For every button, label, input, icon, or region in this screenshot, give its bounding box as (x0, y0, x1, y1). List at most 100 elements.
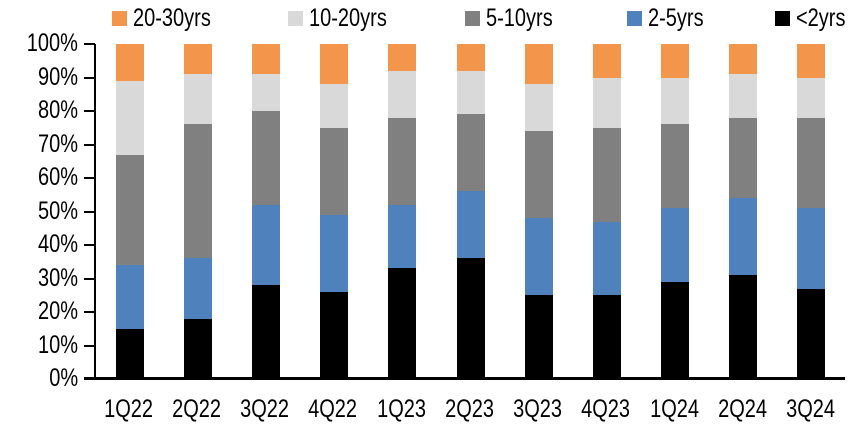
x-axis-label-2q22: 2Q22 (162, 395, 230, 425)
y-axis-tick-label-text: 70% (37, 129, 78, 158)
bar-segment--2yrs (592, 295, 621, 379)
x-axis-label-4q23: 4Q23 (572, 395, 640, 425)
bar-slot-2q23 (436, 44, 504, 379)
bar-slot-2q24 (709, 44, 777, 379)
bar-segment-2-5yrs (116, 265, 145, 329)
x-axis-label-text: 4Q22 (308, 395, 358, 423)
legend-swatch-icon (626, 10, 642, 26)
y-axis-tick (84, 210, 95, 213)
bar-segment-10-20yrs (252, 74, 281, 112)
y-axis-tick-label-text: 40% (37, 230, 78, 258)
bar-segment--2yrs (116, 328, 145, 379)
bar-segment-10-20yrs (456, 70, 485, 115)
bar-4q23 (592, 44, 621, 379)
bar-slot-2q22 (164, 44, 232, 379)
legend-swatch-icon (775, 10, 791, 26)
bar-segment-2-5yrs (796, 208, 825, 289)
legend-label: 10-20yrs (309, 4, 388, 32)
bar-slot-1q24 (641, 44, 709, 379)
y-axis-tick-label-text: 0% (49, 364, 78, 392)
bar-segment-20-30yrs (796, 44, 825, 78)
bar-slot-1q22 (96, 44, 164, 379)
y-axis-tick-label: 90% (0, 64, 78, 90)
bar-segment-5-10yrs (116, 154, 145, 266)
x-axis-label-text: 4Q23 (581, 395, 631, 423)
bar-segment-2-5yrs (252, 204, 281, 286)
bar-segment-5-10yrs (592, 127, 621, 222)
bar-segment-2-5yrs (388, 204, 417, 269)
x-axis-label-1q24: 1Q24 (640, 395, 708, 425)
bar-segment-10-20yrs (796, 77, 825, 118)
y-axis-tick (84, 177, 95, 179)
bar-segment-2-5yrs (184, 258, 213, 319)
bar-segment-20-30yrs (388, 44, 417, 71)
bar-segment--2yrs (524, 295, 553, 379)
bar-segment--2yrs (252, 285, 281, 379)
x-axis-label-text: 3Q22 (240, 395, 290, 423)
x-axis-label-text: 2Q23 (444, 395, 494, 423)
y-axis-tick-label-text: 30% (37, 263, 78, 292)
y-axis-tick-label-text: 100% (26, 29, 78, 57)
plot-area (94, 44, 845, 379)
y-axis-tick (84, 244, 95, 246)
bar-segment-10-20yrs (388, 70, 417, 118)
bar-slot-4q22 (300, 44, 368, 379)
x-axis-label-3q24: 3Q24 (777, 395, 845, 425)
bar-segment-10-20yrs (116, 80, 145, 155)
legend-item-20-30yrs: 20-30yrs (112, 5, 230, 31)
x-axis-label-4q22: 4Q22 (299, 395, 367, 425)
legend-label: 5-10yrs (485, 4, 553, 32)
bar-3q22 (252, 44, 281, 379)
legend-label: 2-5yrs (647, 4, 704, 32)
bar-1q22 (116, 44, 145, 379)
bar-segment-5-10yrs (184, 124, 213, 259)
bar-segment-20-30yrs (184, 44, 213, 75)
x-axis-label-text: 1Q23 (376, 395, 426, 423)
y-axis-tick (84, 344, 95, 347)
legend-item-5-10yrs: 5-10yrs (464, 4, 569, 32)
bar-segment-10-20yrs (524, 84, 553, 132)
x-axis-label-3q23: 3Q23 (504, 395, 572, 425)
bar-segment--2yrs (388, 268, 417, 379)
x-axis-line (84, 377, 845, 380)
bar-segment-20-30yrs (524, 44, 553, 85)
bar-slot-3q24 (777, 44, 845, 379)
y-axis-tick (84, 110, 95, 112)
legend-swatch-icon (112, 10, 127, 26)
y-axis-tick-label: 100% (0, 31, 78, 56)
bar-slot-4q23 (573, 44, 641, 379)
legend-swatch-icon (464, 10, 480, 26)
bar-segment-10-20yrs (660, 77, 689, 125)
legend-label: 20-30yrs (133, 4, 211, 32)
legend-item-2-5yrs: 2-5yrs (626, 4, 717, 32)
x-axis-label-text: 3Q23 (513, 395, 563, 423)
bar-segment-2-5yrs (456, 191, 485, 259)
y-axis-tick-label: 20% (0, 299, 78, 324)
x-axis-label-text: 1Q24 (649, 395, 699, 423)
y-axis-tick-label: 80% (0, 98, 78, 123)
bar-segment-5-10yrs (796, 117, 825, 209)
bar-segment-20-30yrs (116, 44, 145, 81)
bar-1q23 (388, 44, 417, 379)
bar-segment-2-5yrs (592, 221, 621, 296)
bar-segment-5-10yrs (524, 131, 553, 219)
bar-segment-10-20yrs (592, 77, 621, 128)
bars-container (96, 44, 845, 379)
y-axis-tick-label: 10% (0, 332, 78, 358)
bar-segment-20-30yrs (456, 44, 485, 71)
bar-segment--2yrs (728, 275, 757, 379)
bar-segment-10-20yrs (184, 74, 213, 125)
bar-segment-5-10yrs (320, 127, 349, 215)
legend-swatch-icon (288, 10, 304, 26)
x-axis-label-text: 3Q24 (786, 395, 836, 423)
bar-segment-5-10yrs (388, 117, 417, 205)
x-axis-label-text: 1Q22 (103, 395, 153, 423)
bar-segment-2-5yrs (320, 214, 349, 292)
bar-segment-2-5yrs (660, 208, 689, 282)
y-axis-tick-label-text: 60% (37, 163, 78, 191)
legend-label: <2yrs (796, 4, 846, 32)
y-axis-tick-label-text: 80% (37, 96, 78, 124)
y-axis-tick-label-text: 20% (37, 297, 78, 325)
bar-2q24 (728, 44, 757, 379)
